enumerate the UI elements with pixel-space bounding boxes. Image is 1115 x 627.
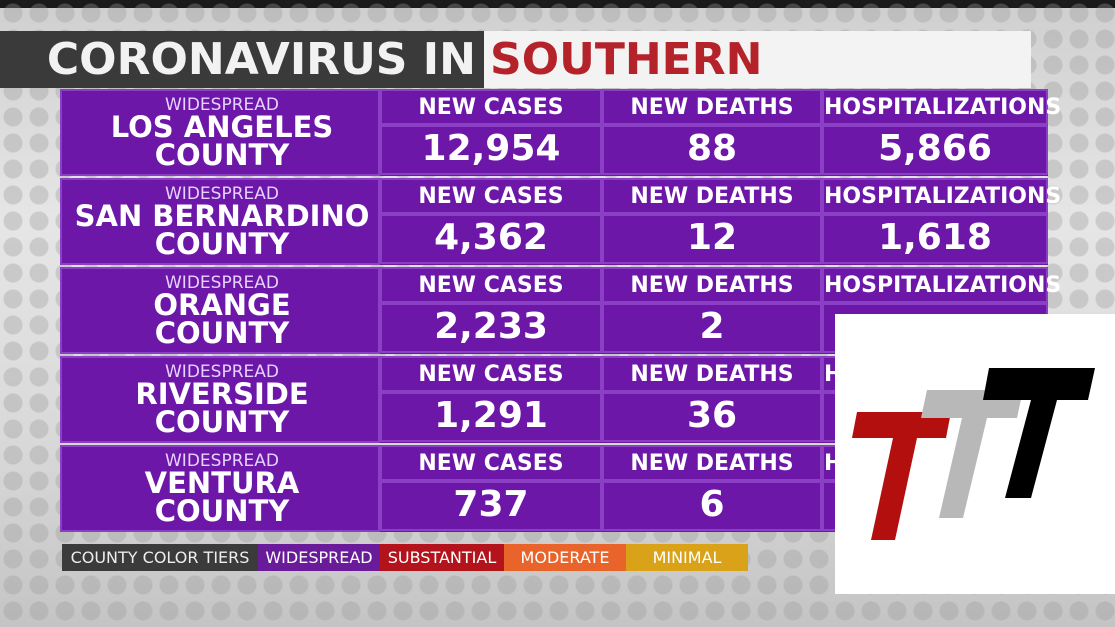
value-new-deaths: 36 bbox=[602, 392, 822, 442]
col-header-new-deaths: NEW DEATHS bbox=[602, 267, 822, 303]
value-new-cases: 2,233 bbox=[380, 303, 602, 353]
value-new-cases: 4,362 bbox=[380, 214, 602, 264]
col-header-new-deaths: NEW DEATHS bbox=[602, 178, 822, 214]
county-name-line1: RIVERSIDE bbox=[135, 377, 309, 411]
county-cell: WIDESPREAD RIVERSIDE COUNTY bbox=[60, 356, 380, 443]
col-header-new-cases: NEW CASES bbox=[380, 89, 602, 125]
county-name: ORANGE COUNTY bbox=[62, 288, 382, 350]
title-right-panel: SOUTHERN CALIFORNIA bbox=[484, 31, 1031, 135]
county-name: SAN BERNARDINO COUNTY bbox=[62, 199, 382, 261]
tier-label: WIDESPREAD bbox=[165, 451, 279, 471]
col-header-hospitalizations: HOSPITALIZATIONS bbox=[822, 178, 1061, 214]
col-header-new-deaths: NEW DEATHS bbox=[602, 89, 822, 125]
col-header-hospitalizations: HOSPITALIZATIONS bbox=[822, 89, 1061, 125]
county-cell: WIDESPREAD ORANGE COUNTY bbox=[60, 267, 380, 354]
col-header-new-cases: NEW CASES bbox=[380, 267, 602, 303]
county-name: LOS ANGELES COUNTY bbox=[62, 110, 382, 172]
table-row: WIDESPREAD ORANGE COUNTY NEW CASES NEW D… bbox=[60, 267, 1061, 354]
table-row: WIDESPREAD LOS ANGELES COUNTY NEW CASES … bbox=[60, 89, 1061, 176]
value-hospitalizations: 5,866 bbox=[822, 125, 1048, 175]
county-cell: WIDESPREAD SAN BERNARDINO COUNTY bbox=[60, 178, 380, 265]
county-name-line2: COUNTY bbox=[154, 316, 290, 350]
col-header-new-deaths: NEW DEATHS bbox=[602, 356, 822, 392]
value-new-cases: 1,291 bbox=[380, 392, 602, 442]
table-row: WIDESPREAD SAN BERNARDINO COUNTY NEW CAS… bbox=[60, 178, 1061, 265]
county-name: RIVERSIDE COUNTY bbox=[62, 377, 382, 439]
tier-label: WIDESPREAD bbox=[165, 362, 279, 382]
value-new-deaths: 12 bbox=[602, 214, 822, 264]
legend-tier-minimal: MINIMAL bbox=[626, 544, 748, 571]
value-new-deaths: 6 bbox=[602, 481, 822, 531]
col-header-new-deaths: NEW DEATHS bbox=[602, 445, 822, 481]
value-new-cases: 737 bbox=[380, 481, 602, 531]
ttt-logo-icon bbox=[852, 368, 1095, 540]
county-name-line1: VENTURA bbox=[144, 466, 300, 500]
col-header-new-cases: NEW CASES bbox=[380, 178, 602, 214]
value-new-deaths: 2 bbox=[602, 303, 822, 353]
county-cell: WIDESPREAD VENTURA COUNTY bbox=[60, 445, 380, 532]
legend-tier-moderate: MODERATE bbox=[504, 544, 626, 571]
logo-box bbox=[835, 314, 1115, 594]
tier-label: WIDESPREAD bbox=[165, 273, 279, 293]
county-name: VENTURA COUNTY bbox=[62, 466, 382, 528]
value-hospitalizations: 1,618 bbox=[822, 214, 1048, 264]
county-cell: WIDESPREAD LOS ANGELES COUNTY bbox=[60, 89, 380, 176]
tier-label: WIDESPREAD bbox=[165, 184, 279, 204]
legend-label: COUNTY COLOR TIERS bbox=[62, 544, 258, 571]
county-name-line1: SAN BERNARDINO bbox=[74, 199, 370, 233]
col-header-new-cases: NEW CASES bbox=[380, 445, 602, 481]
value-new-deaths: 88 bbox=[602, 125, 822, 175]
county-name-line2: COUNTY bbox=[154, 405, 290, 439]
title-left-panel: CORONAVIRUS IN bbox=[0, 31, 484, 88]
title-left: CORONAVIRUS IN bbox=[46, 34, 476, 85]
county-name-line1: LOS ANGELES bbox=[110, 110, 334, 144]
county-name-line1: ORANGE bbox=[153, 288, 291, 322]
tier-label: WIDESPREAD bbox=[165, 95, 279, 115]
county-name-line2: COUNTY bbox=[154, 494, 290, 528]
col-header-new-cases: NEW CASES bbox=[380, 356, 602, 392]
top-strip bbox=[0, 0, 1115, 8]
value-new-cases: 12,954 bbox=[380, 125, 602, 175]
legend-tier-widespread: WIDESPREAD bbox=[258, 544, 380, 571]
county-name-line2: COUNTY bbox=[154, 227, 290, 261]
col-header-hospitalizations: HOSPITALIZATIONS bbox=[822, 267, 1061, 303]
county-name-line2: COUNTY bbox=[154, 138, 290, 172]
legend-tier-substantial: SUBSTANTIAL bbox=[380, 544, 504, 571]
